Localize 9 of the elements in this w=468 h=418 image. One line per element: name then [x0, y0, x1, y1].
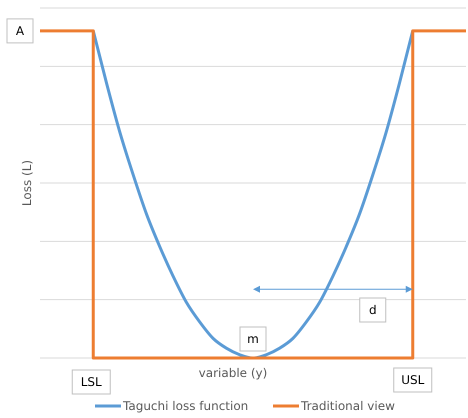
- text: LSL: [80, 375, 102, 389]
- annotation: d: [368, 303, 377, 317]
- annotation: m: [247, 332, 259, 346]
- text: USL: [401, 373, 425, 387]
- legend-label: Taguchi loss function: [122, 399, 248, 413]
- x-axis-title: variable (y): [198, 366, 268, 380]
- text: A: [16, 24, 25, 38]
- legend-label: Traditional view: [300, 399, 396, 413]
- y-axis-title: Loss (L): [20, 160, 34, 206]
